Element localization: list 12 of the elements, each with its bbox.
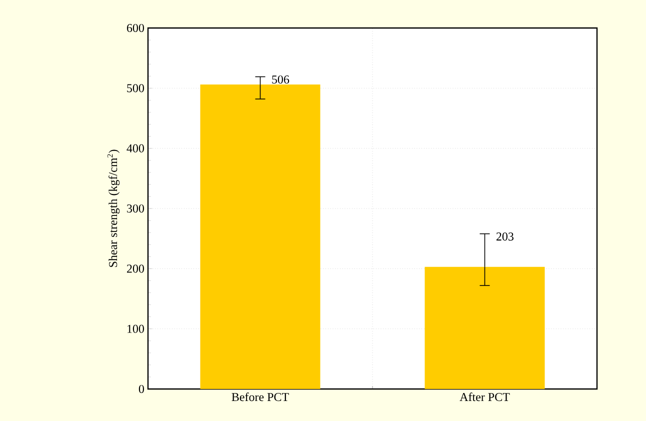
y-tick-label: 400	[126, 144, 144, 152]
x-tick-label: After PCT	[460, 392, 510, 402]
y-tick-label: 300	[127, 204, 144, 213]
y-tick-label: 100	[128, 324, 144, 333]
y-tick-label: 0	[138, 384, 144, 394]
data-label: 203	[496, 232, 514, 241]
y-tick-label: 600	[126, 24, 144, 32]
data-label: 506	[272, 75, 290, 84]
y-axis-title: Shear strength (kgf/cm$^{2}$)	[107, 150, 120, 267]
y-tick-label: 500	[127, 84, 144, 92]
x-tick-label: Before PCT	[232, 392, 289, 402]
y-tick-label: 200	[127, 264, 144, 273]
